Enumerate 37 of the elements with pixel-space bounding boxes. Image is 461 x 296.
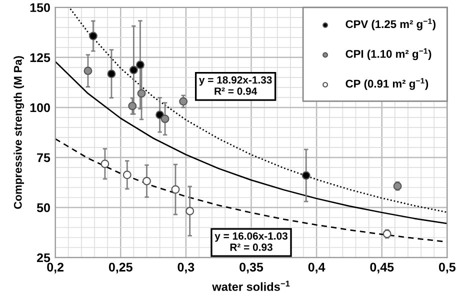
y-tick-label: 25 bbox=[36, 253, 50, 262]
x-tick-label: 0,5 bbox=[438, 262, 456, 274]
point bbox=[160, 114, 170, 124]
point bbox=[129, 66, 138, 74]
x-tick-label: 0,4 bbox=[308, 262, 326, 274]
x-axis-title: water solids$^{−1}$ bbox=[212, 280, 290, 291]
x-tick-label: 0,45 bbox=[370, 262, 394, 274]
point bbox=[179, 97, 188, 106]
y-tick-label: 100 bbox=[30, 103, 50, 112]
point bbox=[107, 70, 116, 78]
x-tick-label: 0,25 bbox=[108, 262, 132, 274]
x-tick-label: 0,35 bbox=[240, 262, 264, 274]
point bbox=[100, 160, 110, 168]
legend-label: CPI (1.10 m² g$^{−1}$) bbox=[346, 48, 432, 60]
annotation: y = 18.92x-1.33 R² = 0.94 bbox=[199, 76, 272, 95]
point bbox=[171, 185, 180, 194]
point bbox=[88, 32, 98, 40]
point bbox=[302, 171, 310, 180]
x-tick-label: 0,3 bbox=[178, 262, 194, 274]
y-tick-label: 75 bbox=[37, 153, 50, 162]
point bbox=[142, 176, 151, 186]
point bbox=[186, 206, 194, 216]
point bbox=[128, 102, 137, 110]
legend-label: CPV (1.25 m² g$^{−1}$) bbox=[346, 18, 436, 30]
point bbox=[136, 60, 144, 70]
y-tick-label: 150 bbox=[30, 3, 50, 12]
line-series bbox=[55, 60, 448, 224]
legend-label: CP (0.91 m² g$^{−1}$) bbox=[346, 78, 428, 90]
point bbox=[122, 170, 132, 180]
point bbox=[84, 66, 92, 76]
line-series bbox=[70, 8, 448, 213]
point bbox=[137, 89, 146, 98]
y-tick-label: 50 bbox=[36, 203, 50, 212]
y-axis-title: Compressive strength (M Pa) bbox=[14, 56, 24, 209]
annotation: y = 16.06x-1.03 R² = 0.93 bbox=[214, 232, 288, 251]
x-tick-label: 0,2 bbox=[47, 262, 64, 274]
y-tick-label: 125 bbox=[30, 53, 50, 62]
